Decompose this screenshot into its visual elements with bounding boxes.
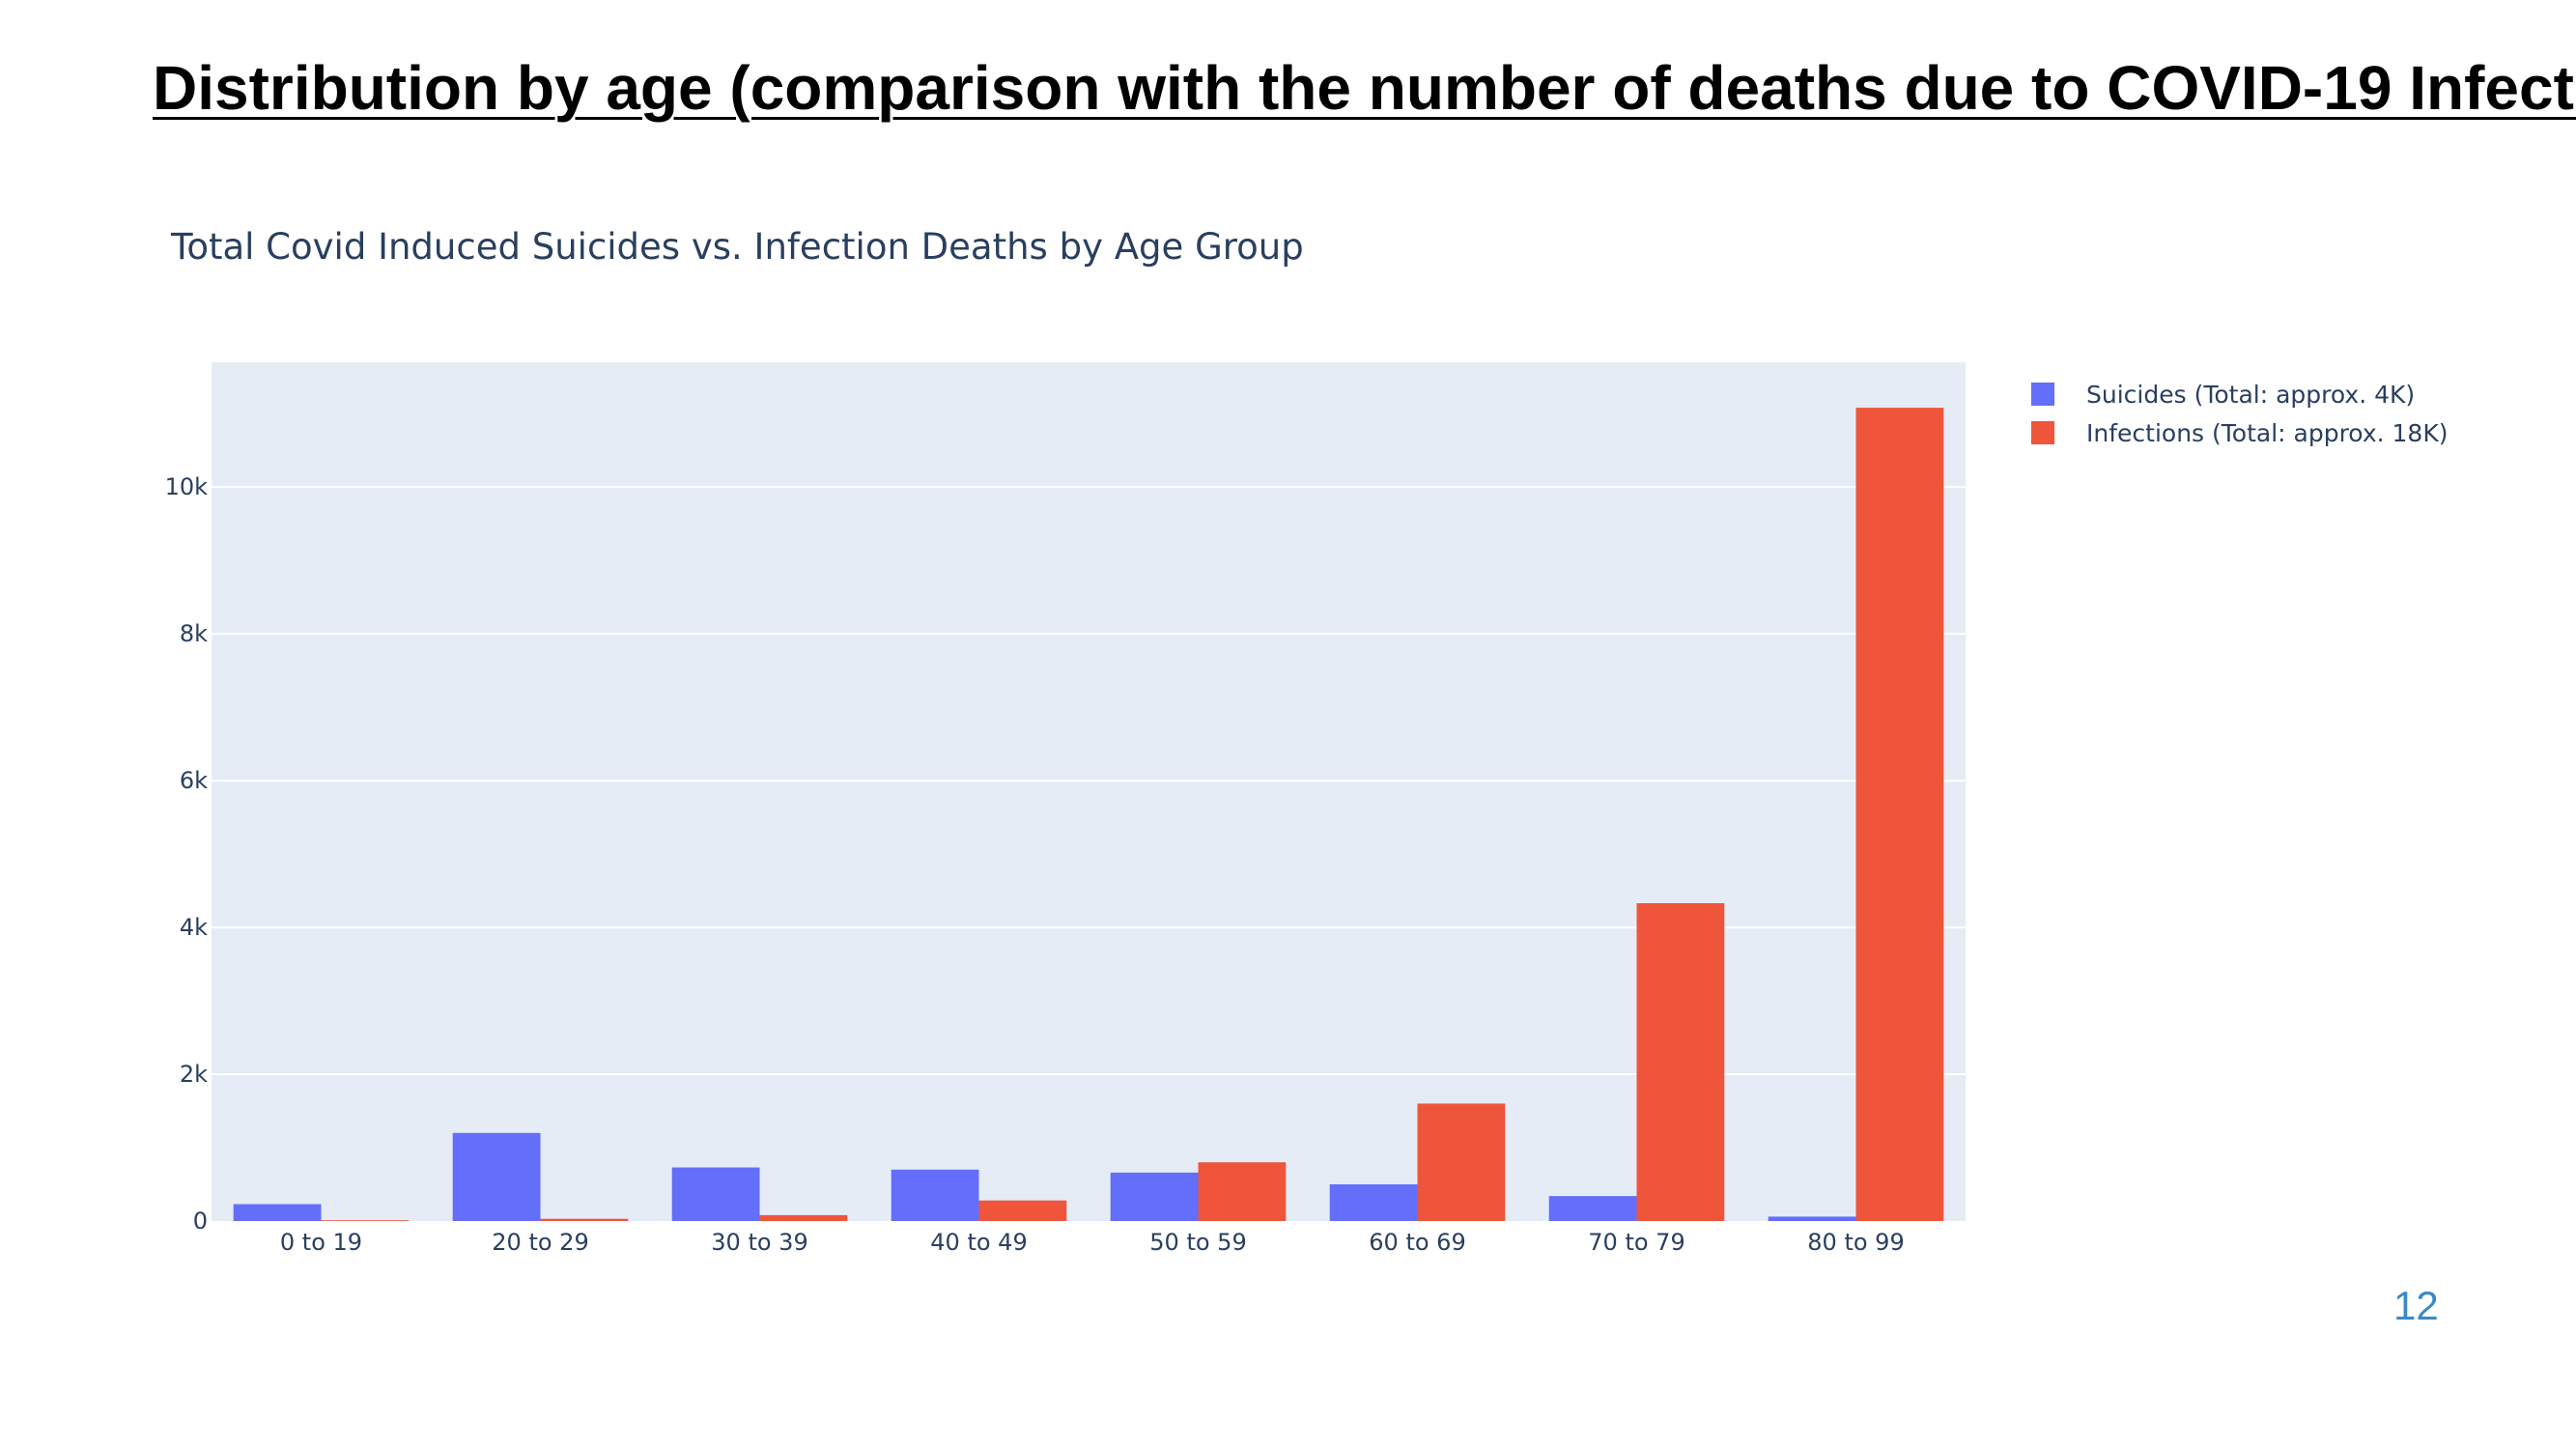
bar-suicides	[671, 1167, 760, 1221]
bar-infections	[1198, 1162, 1287, 1221]
bars	[233, 408, 1944, 1222]
y-axis-ticks: 0 2k 4k 6k 8k 10k	[165, 473, 209, 1235]
legend[interactable]: Suicides (Total: approx. 4K) Infections (…	[2031, 381, 2448, 447]
slide-title: Distribution by age (comparison with the…	[153, 53, 2576, 123]
y-tick-label: 6k	[180, 767, 208, 794]
legend-item-label: Suicides (Total: approx. 4K)	[2086, 381, 2415, 409]
bar-infections	[1417, 1103, 1506, 1221]
bar-infections	[1855, 408, 1944, 1222]
y-tick-label: 10k	[165, 473, 209, 500]
y-tick-label: 2k	[180, 1061, 208, 1088]
x-tick-label: 70 to 79	[1588, 1229, 1684, 1256]
bar-infections	[978, 1200, 1067, 1221]
x-tick-label: 30 to 39	[711, 1229, 807, 1256]
x-tick-label: 50 to 59	[1149, 1229, 1246, 1256]
bar-suicides	[233, 1204, 322, 1221]
page-number: 12	[2393, 1283, 2439, 1328]
legend-swatch	[2031, 383, 2054, 406]
y-tick-label: 4k	[180, 914, 208, 941]
x-tick-label: 20 to 29	[492, 1229, 588, 1256]
chart-title: Total Covid Induced Suicides vs. Infecti…	[171, 226, 1304, 268]
bar-suicides	[1768, 1216, 1856, 1221]
bar-suicides	[1329, 1184, 1418, 1221]
x-tick-label: 40 to 49	[930, 1229, 1027, 1256]
y-tick-label: 0	[193, 1208, 208, 1235]
bar-suicides	[1110, 1172, 1199, 1221]
bar-infections	[1636, 902, 1725, 1221]
bar-suicides	[891, 1169, 979, 1221]
x-tick-label: 60 to 69	[1369, 1229, 1465, 1256]
x-tick-label: 0 to 19	[280, 1229, 362, 1256]
bar-infections	[759, 1214, 848, 1221]
bar-suicides	[452, 1132, 541, 1221]
x-axis-ticks: 0 to 19 20 to 29 30 to 39 40 to 49 50 to 59 6…	[280, 1229, 1905, 1256]
bar-infections	[321, 1220, 410, 1221]
bar-suicides	[1548, 1196, 1637, 1221]
legend-item-label: Infections (Total: approx. 18K)	[2086, 419, 2448, 447]
y-tick-label: 8k	[180, 620, 208, 647]
bar-infections	[540, 1218, 629, 1221]
legend-swatch	[2031, 421, 2054, 444]
x-tick-label: 80 to 99	[1807, 1229, 1904, 1256]
